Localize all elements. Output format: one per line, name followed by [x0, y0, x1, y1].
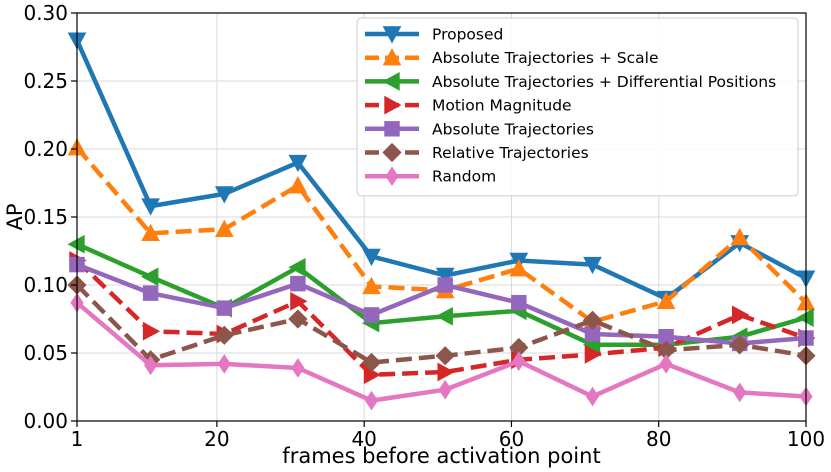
data-point-relative-trajectories-51	[435, 346, 455, 366]
legend-marker-random	[385, 166, 399, 187]
data-point-motion-magnitude-51	[437, 362, 455, 382]
data-point-motion-magnitude-91	[732, 305, 750, 325]
data-point-proposed-51	[435, 267, 455, 286]
data-point-relative-trajectories-21	[214, 325, 234, 345]
data-point-absolute-trajectories-scale-31	[288, 176, 308, 194]
data-point-absolute-trajectories-differential-positions-31	[288, 257, 306, 277]
data-point-relative-trajectories-91	[730, 335, 750, 355]
data-point-absolute-trajectories-differential-positions-1	[67, 234, 85, 254]
data-point-absolute-trajectories-scale-81	[656, 291, 676, 309]
data-point-absolute-trajectories-61	[511, 294, 527, 311]
y-tick-label-0-25: 0.25	[23, 69, 68, 93]
data-point-absolute-trajectories-scale-11	[141, 223, 160, 241]
data-point-absolute-trajectories-differential-positions-51	[435, 306, 453, 326]
data-point-random-91	[733, 382, 747, 403]
legend-label-random: Random	[432, 168, 496, 186]
legend-entry-proposed: Proposed	[365, 26, 503, 44]
data-point-absolute-trajectories-11	[142, 285, 159, 301]
x-axis-label: frames before activation point	[282, 444, 600, 468]
legend-entry-absolute-trajectories: Absolute Trajectories	[365, 120, 594, 138]
y-tick-label-0-15: 0.15	[23, 205, 68, 229]
data-point-absolute-trajectories-scale-21	[214, 219, 234, 237]
data-point-absolute-trajectories-scale-61	[509, 259, 529, 277]
data-point-random-41	[365, 390, 379, 411]
data-point-random-71	[585, 386, 599, 407]
data-point-random-51	[438, 379, 452, 400]
data-point-proposed-11	[141, 198, 160, 216]
y-tick-label-0-00: 0.00	[23, 409, 68, 433]
data-point-proposed-71	[583, 256, 602, 275]
series-random	[70, 292, 813, 411]
axis-ticks: 1 20 40 60 80 100 0.00 0.05 0.10 0.15 0.20 0.25 0.30	[23, 1, 825, 451]
data-point-proposed-31	[288, 154, 308, 173]
data-point-random-31	[291, 358, 305, 378]
legend-frame	[356, 17, 799, 197]
data-point-absolute-trajectories-differential-positions-100	[796, 308, 814, 327]
data-point-proposed-41	[362, 248, 381, 266]
y-tick-label-0-10: 0.10	[23, 273, 68, 297]
legend-marker-motion-magnitude	[384, 95, 402, 115]
data-point-motion-magnitude-71	[584, 345, 603, 364]
x-tick-label-80: 80	[646, 427, 671, 451]
data-point-random-11	[144, 355, 158, 376]
data-point-absolute-trajectories-51	[437, 277, 453, 293]
x-tick-label-40: 40	[351, 427, 376, 451]
legend-entry-random: Random	[365, 166, 496, 187]
x-tick-label-20: 20	[204, 427, 229, 451]
legend-label-proposed: Proposed	[432, 26, 503, 44]
legend-label-absolute-trajectories-scale: Absolute Trajectories + Scale	[432, 49, 659, 67]
data-point-absolute-trajectories-scale-91	[730, 227, 750, 246]
legend-label-absolute-trajectories: Absolute Trajectories	[432, 120, 594, 138]
series-relative-trajectories	[67, 275, 816, 373]
data-point-random-81	[659, 354, 673, 374]
legend-marker-relative-trajectories	[382, 142, 402, 163]
series-line-motion-magnitude	[75, 258, 807, 378]
data-point-absolute-trajectories-41	[363, 307, 380, 323]
x-tick-label-60: 60	[499, 427, 524, 451]
x-tick-label-1: 1	[71, 427, 84, 451]
legend-label-motion-magnitude: Motion Magnitude	[432, 97, 572, 115]
data-point-relative-trajectories-41	[361, 352, 382, 373]
data-point-proposed-21	[214, 186, 234, 204]
legend-entry-absolute-trajectories-differential-positions: Absolute Trajectories + Differential Pos…	[365, 72, 776, 91]
data-point-motion-magnitude-31	[290, 291, 308, 311]
x-tick-label-100: 100	[787, 427, 825, 451]
data-point-absolute-trajectories-31	[290, 275, 306, 292]
y-tick-label-0-05: 0.05	[23, 341, 68, 365]
y-axis-label: AP	[3, 203, 27, 230]
legend-entry-relative-trajectories: Relative Trajectories	[365, 142, 589, 163]
data-point-absolute-trajectories-differential-positions-11	[141, 267, 159, 287]
legend-entry-absolute-trajectories-scale: Absolute Trajectories + Scale	[365, 48, 659, 67]
data-point-relative-trajectories-71	[582, 310, 603, 331]
legend-entry-motion-magnitude: Motion Magnitude	[365, 95, 572, 115]
y-tick-label-0-20: 0.20	[23, 137, 68, 161]
legend-label-relative-trajectories: Relative Trajectories	[432, 144, 589, 162]
data-point-relative-trajectories-31	[288, 309, 308, 329]
y-tick-label-0-30: 0.30	[23, 1, 68, 25]
legend-label-absolute-trajectories-differential-positions: Absolute Trajectories + Differential Pos…	[432, 73, 776, 91]
data-point-motion-magnitude-11	[142, 321, 161, 341]
legend-marker-absolute-trajectories-differential-positions	[382, 72, 400, 91]
legend-marker-absolute-trajectories	[384, 121, 400, 137]
data-point-absolute-trajectories-scale-41	[362, 276, 381, 295]
legend: Proposed Absolute Trajectories + Scale Abs…	[356, 17, 799, 197]
legend-marker-absolute-trajectories-scale	[382, 48, 402, 66]
data-point-random-21	[217, 354, 231, 374]
legend-marker-proposed	[382, 26, 402, 44]
data-point-random-61	[512, 351, 526, 371]
data-point-absolute-trajectories-21	[216, 300, 232, 316]
